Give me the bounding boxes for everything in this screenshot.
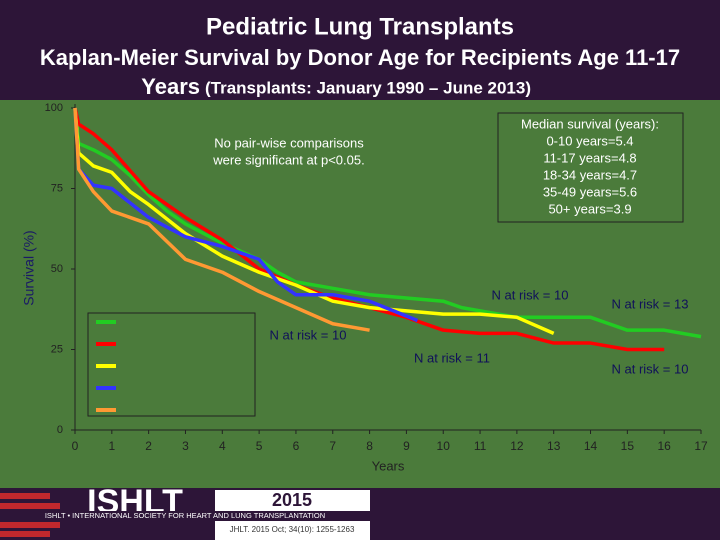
x-tick-label: 0: [72, 439, 79, 453]
y-tick-label: 75: [51, 182, 63, 194]
logo-bar: [0, 531, 50, 537]
x-tick-label: 10: [437, 439, 451, 453]
x-tick-label: 13: [547, 439, 561, 453]
x-tick-label: 12: [510, 439, 524, 453]
chart-title: Pediatric Lung Transplants: [206, 13, 514, 40]
survival-line: [73, 107, 702, 339]
median-text: 0-10 years=5.4: [546, 133, 633, 148]
society-name: ISHLT • INTERNATIONAL SOCIETY FOR HEART …: [45, 511, 325, 520]
x-tick-label: 3: [182, 439, 189, 453]
x-tick-label: 5: [256, 439, 263, 453]
logo-bar: [0, 522, 60, 528]
note: No pair-wise comparisons: [214, 135, 364, 150]
society-band: [0, 511, 370, 521]
survival-line: [73, 107, 555, 336]
x-tick-label: 16: [657, 439, 671, 453]
x-tick-label: 8: [366, 439, 373, 453]
x-tick-label: 1: [108, 439, 115, 453]
x-tick-label: 7: [329, 439, 336, 453]
n-at-risk: N at risk = 10: [492, 287, 569, 302]
chart-subtitle-period: (Transplants: January 1990 – June 2013): [205, 78, 531, 97]
x-tick-label: 17: [694, 439, 708, 453]
n-at-risk: N at risk = 11: [414, 350, 490, 365]
median-text: 50+ years=3.9: [548, 201, 631, 216]
median-text: 11-17 years=4.8: [543, 150, 636, 165]
y-tick-label: 50: [51, 263, 63, 275]
x-axis-label: Years: [372, 458, 405, 473]
n-at-risk: N at risk = 13: [612, 296, 689, 311]
footer-citation: JHLT. 2015 Oct; 34(10): 1255-1263: [230, 525, 355, 534]
survival-line: [73, 107, 665, 352]
note: were significant at p<0.05.: [212, 152, 364, 167]
x-tick-label: 14: [584, 439, 598, 453]
survival-line: [73, 107, 370, 332]
survival-line: [73, 107, 419, 323]
logo-bar: [0, 493, 50, 499]
x-tick-label: 6: [293, 439, 300, 453]
median-text: Median survival (years):: [521, 116, 659, 131]
x-tick-label: 11: [474, 439, 487, 453]
x-tick-label: 4: [219, 439, 226, 453]
y-tick-label: 25: [51, 343, 63, 355]
median-text: 35-49 years=5.6: [543, 184, 637, 199]
n-at-risk: N at risk = 10: [270, 327, 347, 342]
citation-box: [215, 521, 370, 540]
legend-box: [87, 312, 256, 417]
y-tick-label: 0: [57, 424, 63, 436]
x-tick-label: 2: [145, 439, 152, 453]
y-axis-label: Survival (%): [21, 230, 37, 305]
y-tick-label: 100: [45, 102, 63, 114]
median-box: [497, 112, 684, 223]
citation-box: [215, 490, 370, 511]
x-tick-label: 9: [403, 439, 410, 453]
median-text: 18-34 years=4.7: [543, 167, 637, 182]
footer-year: 2015: [272, 490, 312, 510]
n-at-risk: N at risk = 10: [612, 361, 689, 376]
x-tick-label: 15: [621, 439, 635, 453]
logo-bar: [0, 503, 60, 509]
chart-subtitle: Kaplan-Meier Survival by Donor Age for R…: [40, 45, 680, 70]
chart-subtitle-years: Years: [141, 74, 200, 99]
